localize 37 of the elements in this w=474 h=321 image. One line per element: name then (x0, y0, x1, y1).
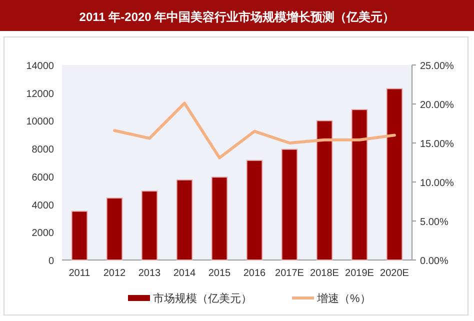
bar (386, 88, 403, 260)
y2-tick-label: 20.00% (420, 100, 454, 111)
bar (71, 210, 88, 260)
legend-label: 市场规模（亿美元） (153, 292, 252, 305)
x-tick-label: 2018E (310, 268, 340, 279)
y2-tick-label: 10.00% (420, 178, 454, 189)
bar (106, 198, 123, 260)
title: 2011 年-2020 年中国美容行业市场规模增长预测（亿美元） (79, 10, 395, 24)
y-tick-label: 12000 (26, 88, 54, 100)
x-tick-label: 2019E (345, 268, 374, 279)
y2-tick-label: 5.00% (420, 217, 448, 228)
x-tick-label: 2015 (208, 268, 232, 279)
bar (176, 179, 193, 260)
y2-tick-label: 0.00% (420, 256, 448, 267)
bar (246, 160, 263, 260)
x-tick-label: 2014 (173, 268, 196, 279)
y2-tick-label: 15.00% (420, 139, 454, 150)
y-tick-label: 2000 (32, 228, 54, 240)
x-tick-label: 2020E (380, 268, 410, 279)
bar (316, 120, 333, 260)
bar (351, 109, 368, 260)
y-tick-label: 4000 (32, 200, 54, 212)
y2-tick-label: 25.00% (420, 61, 454, 72)
x-tick-label: 2011 (68, 268, 91, 279)
bar (281, 148, 298, 260)
y-tick-label: 8000 (32, 144, 54, 156)
y-tick-label: 10000 (26, 116, 54, 128)
y-tick-label: 0 (48, 256, 54, 267)
y-tick-label: 14000 (26, 61, 54, 72)
bar (211, 176, 228, 260)
x-tick-label: 2017E (275, 268, 304, 279)
x-tick-label: 2012 (103, 268, 126, 279)
bar (141, 190, 158, 260)
legend-label: 增速（%） (316, 292, 371, 305)
x-tick-label: 2013 (138, 268, 162, 279)
x-tick-label: 2016 (243, 268, 266, 279)
y-tick-label: 6000 (32, 172, 54, 184)
